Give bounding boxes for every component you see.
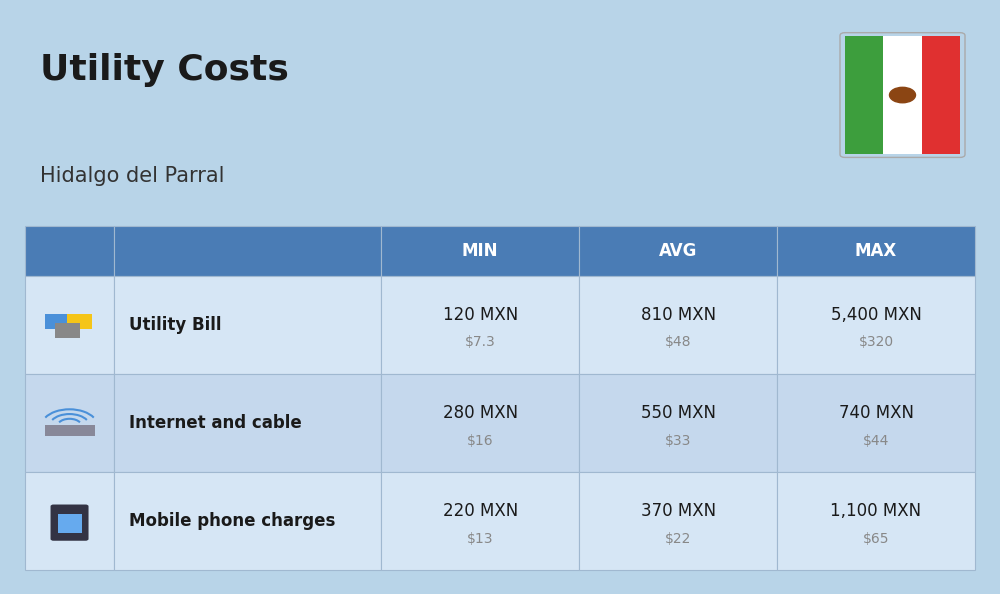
Bar bbox=[579, 374, 777, 472]
Text: $65: $65 bbox=[863, 532, 889, 546]
Text: 370 MXN: 370 MXN bbox=[641, 503, 716, 520]
Bar bbox=[579, 226, 777, 276]
Bar bbox=[114, 226, 381, 276]
Text: 810 MXN: 810 MXN bbox=[641, 306, 716, 324]
Text: $44: $44 bbox=[863, 434, 889, 448]
Bar bbox=[58, 514, 82, 533]
Text: $16: $16 bbox=[467, 434, 494, 448]
Text: $13: $13 bbox=[467, 532, 493, 546]
Text: Internet and cable: Internet and cable bbox=[129, 414, 302, 432]
Text: 5,400 MXN: 5,400 MXN bbox=[831, 306, 921, 324]
Text: $48: $48 bbox=[665, 336, 691, 349]
Bar bbox=[55, 323, 80, 339]
Text: $7.3: $7.3 bbox=[465, 336, 496, 349]
Circle shape bbox=[890, 87, 916, 103]
Bar bbox=[45, 425, 95, 436]
Text: 1,100 MXN: 1,100 MXN bbox=[830, 503, 922, 520]
Text: 740 MXN: 740 MXN bbox=[839, 404, 914, 422]
Bar bbox=[381, 226, 579, 276]
Bar bbox=[777, 226, 975, 276]
Bar bbox=[25, 472, 114, 570]
Bar bbox=[922, 36, 960, 154]
Text: Hidalgo del Parral: Hidalgo del Parral bbox=[40, 166, 224, 187]
Text: 550 MXN: 550 MXN bbox=[641, 404, 716, 422]
Bar bbox=[114, 276, 381, 374]
Text: $22: $22 bbox=[665, 532, 691, 546]
Bar bbox=[381, 472, 579, 570]
Text: 220 MXN: 220 MXN bbox=[443, 503, 518, 520]
Bar bbox=[25, 276, 114, 374]
Bar bbox=[381, 276, 579, 374]
Bar bbox=[114, 374, 381, 472]
Bar bbox=[67, 314, 92, 330]
Text: 280 MXN: 280 MXN bbox=[443, 404, 518, 422]
FancyBboxPatch shape bbox=[51, 504, 89, 541]
Bar bbox=[25, 226, 114, 276]
Text: AVG: AVG bbox=[659, 242, 697, 260]
Bar bbox=[777, 374, 975, 472]
Text: Utility Costs: Utility Costs bbox=[40, 53, 289, 87]
Text: 120 MXN: 120 MXN bbox=[443, 306, 518, 324]
Bar bbox=[45, 314, 70, 330]
Bar bbox=[381, 374, 579, 472]
Text: MIN: MIN bbox=[462, 242, 498, 260]
Bar bbox=[777, 276, 975, 374]
Bar bbox=[114, 472, 381, 570]
Bar bbox=[579, 276, 777, 374]
Bar bbox=[845, 36, 883, 154]
Text: $320: $320 bbox=[858, 336, 894, 349]
Text: $33: $33 bbox=[665, 434, 691, 448]
Bar bbox=[25, 374, 114, 472]
Bar bbox=[883, 36, 922, 154]
Bar bbox=[777, 472, 975, 570]
Text: MAX: MAX bbox=[855, 242, 897, 260]
Text: Utility Bill: Utility Bill bbox=[129, 316, 222, 334]
Bar bbox=[579, 472, 777, 570]
Text: Mobile phone charges: Mobile phone charges bbox=[129, 512, 335, 530]
